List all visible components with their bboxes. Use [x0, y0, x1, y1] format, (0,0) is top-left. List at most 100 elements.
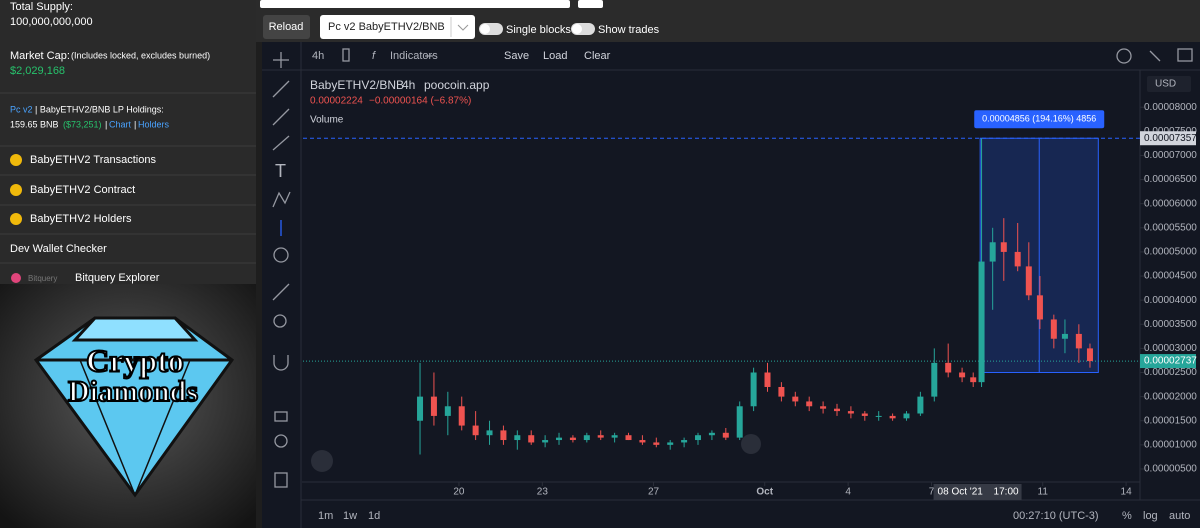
logo-button[interactable] [311, 450, 333, 472]
legend-volume: Volume [310, 115, 344, 126]
sidebar-separators [0, 92, 256, 264]
legend-change: −0.00000164 (−6.87%) [369, 96, 471, 107]
search-input[interactable] [260, 0, 570, 8]
candle-body [875, 415, 882, 417]
x-tick-label: 11 [1038, 487, 1049, 498]
legend-symbol: BabyETHV2/BNB [310, 78, 404, 92]
logo-text: Crypto [86, 342, 184, 378]
range[interactable]: 1m [318, 510, 333, 522]
candle-body [458, 406, 465, 426]
supply-label: Total Supply: [10, 1, 73, 13]
crosshair-date: 08 Oct '21 [938, 487, 984, 498]
candle-body [611, 435, 618, 438]
legend-interval: 4h [402, 78, 415, 92]
y-tick-label: 0.00004000 [1144, 295, 1197, 306]
percent-toggle[interactable]: % [1122, 510, 1132, 522]
logo-text: Diamonds [68, 375, 198, 408]
candle-body [1050, 319, 1057, 339]
candle-body [1000, 242, 1007, 252]
candle-body [556, 437, 563, 441]
currency-box[interactable] [1147, 76, 1191, 92]
reload-button[interactable] [263, 15, 310, 39]
candle-body [597, 435, 604, 438]
sidebar-link[interactable]: Dev Wallet Checker [10, 243, 107, 255]
pair-select[interactable] [320, 15, 475, 39]
price-badge-label: 0.00007357 [1144, 133, 1197, 144]
diamond [33, 316, 235, 498]
currency: USD [1155, 79, 1176, 90]
auto-toggle[interactable]: auto [1169, 510, 1190, 522]
holders-link[interactable]: Holders [138, 119, 170, 129]
candle-body [583, 435, 590, 441]
price-badge-label: 0.00002737 [1144, 356, 1197, 367]
candle-body [834, 408, 841, 412]
search-button[interactable] [578, 0, 603, 8]
candle-body [1014, 251, 1021, 267]
candle-body [931, 362, 938, 397]
y-tick-label: 0.00001500 [1144, 415, 1197, 426]
candle-body [978, 261, 985, 383]
x-tick-label: Oct [756, 487, 773, 498]
tool-icons: T [272, 48, 1193, 488]
clear[interactable]: Clear [584, 50, 611, 62]
sidebar-link[interactable]: Bitquery Explorer [75, 272, 160, 284]
separator: | [134, 119, 136, 129]
indicators[interactable]: Indicators [390, 50, 438, 62]
pair-select-label: Pc v2 BabyETHV2/BNB [328, 21, 445, 33]
candle-body [861, 413, 868, 416]
load[interactable]: Load [543, 50, 567, 62]
candle-body [667, 442, 674, 445]
y-tick-label: 0.00002500 [1144, 367, 1197, 378]
lp-title: | BabyETHV2/BNB LP Holdings: [35, 104, 164, 114]
lp-usd: ($73,251) [63, 119, 102, 129]
candle-body [989, 242, 996, 262]
range[interactable]: 1w [343, 510, 357, 522]
candle-body [778, 386, 785, 397]
candle-body [500, 430, 507, 441]
candle-body [806, 401, 813, 407]
candle-body [430, 396, 437, 416]
y-tick-label: 0.00005000 [1144, 247, 1197, 258]
sidebar-link[interactable]: BabyETHV2 Transactions [30, 154, 156, 166]
candle-body [639, 440, 646, 443]
y-tick-label: 0.00001000 [1144, 439, 1197, 450]
measure-label-box [974, 110, 1105, 129]
log-toggle[interactable]: log [1143, 510, 1158, 522]
mcap-note: (Includes locked, excludes burned) [71, 50, 210, 60]
sidebar-link[interactable]: BabyETHV2 Holders [30, 213, 132, 225]
crosshair-time: 17:00 [994, 487, 1019, 498]
candle-body [970, 377, 977, 383]
x-tick-label: 14 [1121, 487, 1133, 498]
separator: | [105, 119, 107, 129]
y-tick-label: 0.00003500 [1144, 319, 1197, 330]
x-tick-label: 4 [845, 487, 851, 498]
interval[interactable]: 4h [312, 50, 324, 62]
y-tick-label: 0.00006000 [1144, 198, 1197, 209]
y-tick-label: 0.00003000 [1144, 343, 1197, 354]
chart-link[interactable]: Chart [109, 119, 132, 129]
candle-body [959, 372, 966, 378]
candle-body [1036, 295, 1043, 320]
lp-link[interactable]: Pc v2 [10, 104, 33, 114]
candle-body [486, 430, 493, 436]
mcap-label: Market Cap: [10, 50, 70, 62]
link-icons [10, 154, 22, 283]
sidebar-bg [0, 0, 256, 284]
candle-body [736, 406, 743, 438]
y-tick-label: 0.00006500 [1144, 174, 1197, 185]
save[interactable]: Save [504, 50, 529, 62]
reset-button[interactable] [741, 434, 761, 454]
legend-close: 0.00002224 [310, 96, 363, 107]
legend-source: poocoin.app [424, 78, 490, 92]
y-tick-label: 0.00007000 [1144, 150, 1197, 161]
candle-body [722, 432, 729, 438]
reload-label: Reload [269, 21, 304, 33]
candle-body [917, 396, 924, 414]
range[interactable]: 1d [368, 510, 380, 522]
y-tick-label: 0.00005500 [1144, 222, 1197, 233]
sidebar-link[interactable]: BabyETHV2 Contract [30, 184, 135, 196]
svg-text:T: T [275, 161, 286, 181]
x-tick-label: 20 [453, 487, 465, 498]
